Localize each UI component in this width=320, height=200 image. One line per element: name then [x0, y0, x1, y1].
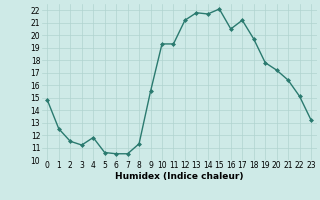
X-axis label: Humidex (Indice chaleur): Humidex (Indice chaleur): [115, 172, 244, 181]
